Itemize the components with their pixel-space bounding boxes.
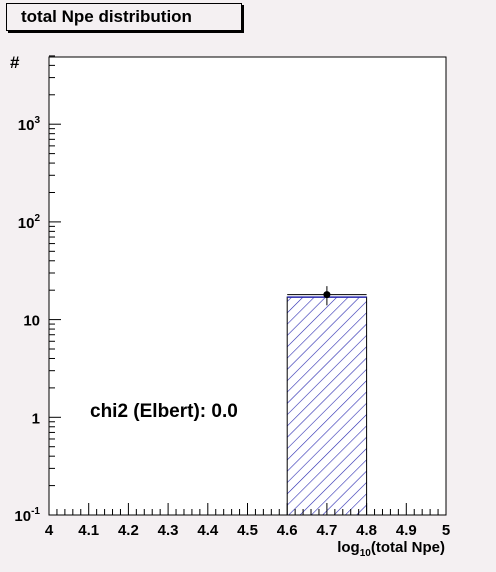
x-tick-label: 4.2 <box>118 522 139 539</box>
data-point <box>323 291 331 299</box>
x-tick-label: 4.8 <box>356 522 377 539</box>
x-axis-label: log10(total Npe) <box>337 539 445 559</box>
x-tick-label: 5 <box>442 522 450 539</box>
x-tick-label: 4.5 <box>237 522 258 539</box>
x-tick-label: 4.1 <box>78 522 99 539</box>
x-tick-label: 4 <box>45 522 54 539</box>
x-tick-label: 4.3 <box>158 522 179 539</box>
y-tick-label: 10 <box>23 313 40 330</box>
y-tick-label: 103 <box>18 115 41 134</box>
x-tick-label: 4.4 <box>197 522 219 539</box>
chi2-annotation: chi2 (Elbert): 0.0 <box>90 401 238 422</box>
chart-title: total Npe distribution <box>6 3 242 31</box>
x-tick-label: 4.7 <box>316 522 337 539</box>
y-tick-label: 102 <box>18 213 41 232</box>
histogram-bar <box>286 296 368 516</box>
y-axis-label: # <box>10 53 20 72</box>
y-tick-label: 1 <box>32 410 40 427</box>
x-tick-label: 4.6 <box>277 522 298 539</box>
x-tick-label: 4.9 <box>396 522 417 539</box>
plot-frame <box>48 56 447 516</box>
y-tick-label: 10-1 <box>14 506 40 525</box>
